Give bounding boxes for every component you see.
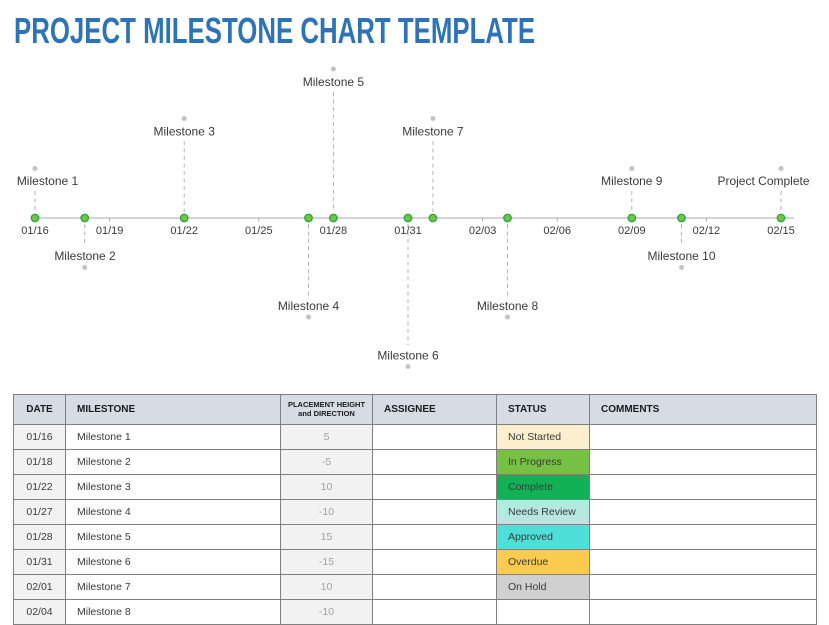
svg-text:02/03: 02/03 xyxy=(469,225,497,237)
svg-text:01/19: 01/19 xyxy=(96,225,124,237)
svg-text:Milestone 3: Milestone 3 xyxy=(154,125,216,139)
svg-text:Milestone 1: Milestone 1 xyxy=(17,174,79,188)
svg-text:02/06: 02/06 xyxy=(543,225,571,237)
svg-text:Milestone 9: Milestone 9 xyxy=(601,174,663,188)
svg-text:Milestone 7: Milestone 7 xyxy=(402,125,464,139)
svg-text:02/12: 02/12 xyxy=(693,225,721,237)
svg-text:01/16: 01/16 xyxy=(21,225,49,237)
svg-text:01/28: 01/28 xyxy=(320,225,348,237)
svg-text:01/22: 01/22 xyxy=(170,225,198,237)
svg-text:Milestone 5: Milestone 5 xyxy=(303,75,365,89)
svg-text:Milestone 6: Milestone 6 xyxy=(377,349,439,363)
svg-text:01/25: 01/25 xyxy=(245,225,273,237)
svg-text:Milestone 4: Milestone 4 xyxy=(278,299,340,313)
svg-text:Milestone 2: Milestone 2 xyxy=(54,249,116,263)
svg-text:Project Complete: Project Complete xyxy=(717,174,809,188)
svg-text:02/09: 02/09 xyxy=(618,225,646,237)
svg-text:02/15: 02/15 xyxy=(767,225,795,237)
svg-text:Milestone 8: Milestone 8 xyxy=(477,299,539,313)
svg-text:01/31: 01/31 xyxy=(394,225,422,237)
svg-text:Milestone 10: Milestone 10 xyxy=(647,249,715,263)
